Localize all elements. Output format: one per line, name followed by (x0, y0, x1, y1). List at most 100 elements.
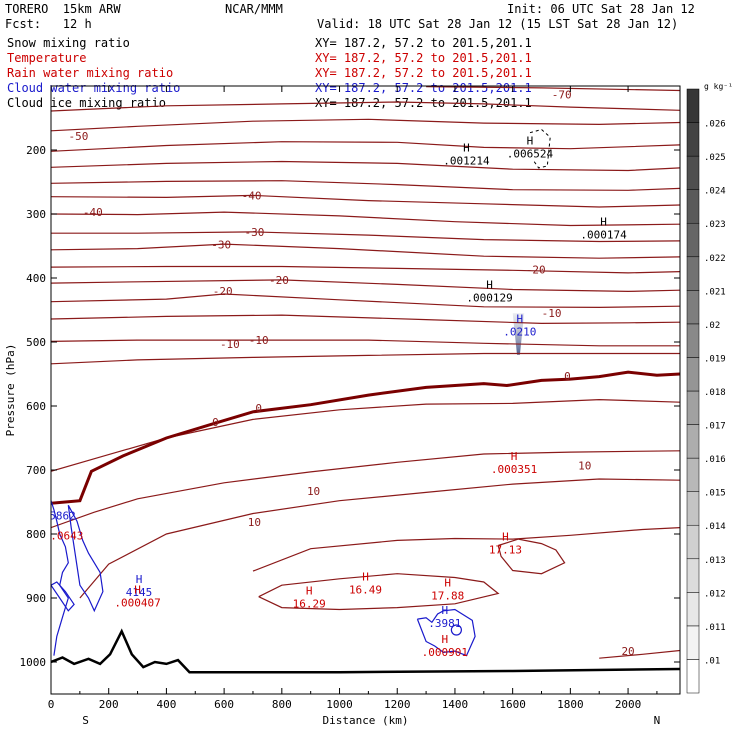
y-tick-label: 300 (26, 208, 46, 221)
colorbar-segment (686, 625, 700, 660)
isotherm-label: -40 (83, 206, 103, 219)
isotherm-label: -10 (220, 338, 240, 351)
field-xy-snow: XY= 187.2, 57.2 to 201.5,201.1 (315, 36, 532, 50)
colorbar-segment (686, 659, 700, 694)
colorbar-segment (686, 256, 700, 291)
x-tick-label: 1600 (499, 698, 526, 711)
maximum-value: .001214 (443, 154, 490, 167)
maximum-marker: H (502, 531, 509, 544)
isotherm (51, 265, 680, 274)
colorbar-tick-label: .022 (704, 254, 726, 264)
y-tick-label: 900 (26, 592, 46, 605)
colorbar-tick-label: .015 (704, 489, 726, 499)
colorbar-tick-label: .01 (704, 656, 720, 666)
colorbar-tick-label: .019 (704, 354, 726, 364)
terrain-surface (51, 628, 680, 674)
colorbar-segment (686, 491, 700, 526)
maximum-value: 5862 (49, 510, 76, 523)
isotherm (51, 279, 680, 293)
x-tick-label: 1800 (557, 698, 584, 711)
colorbar-segment (686, 88, 700, 123)
cloud-water-contour (416, 608, 476, 657)
maximum-marker: H (444, 577, 451, 590)
colorbar-segment (686, 558, 700, 593)
colorbar-tick-label: .017 (704, 422, 726, 432)
maximum-value: .006524 (507, 147, 554, 160)
colorbar-unit: g kg⁻¹ (704, 82, 733, 91)
isotherm-label: 10 (307, 485, 320, 498)
colorbar-tick-label: .013 (704, 556, 726, 566)
y-tick-label: 800 (26, 528, 46, 541)
colorbar-tick-label: .026 (704, 120, 726, 130)
isotherm-warm-cell (258, 573, 500, 611)
colorbar-segment (686, 290, 700, 325)
colorbar-segment (686, 424, 700, 459)
freezing-level-isotherm (51, 370, 680, 505)
isotherm-label: -30 (211, 239, 231, 252)
y-tick-label: 500 (26, 336, 46, 349)
isotherm (51, 141, 680, 152)
maximum-marker: H (486, 278, 493, 291)
isotherm (426, 86, 680, 92)
field-name-snow: Snow mixing ratio (7, 36, 130, 50)
colorbar-tick-label: .016 (704, 455, 726, 465)
y-tick-label: 400 (26, 272, 46, 285)
maximum-marker: H (463, 141, 470, 154)
plot-frame (50, 85, 681, 695)
colorbar-tick-label: .02 (704, 321, 720, 331)
maximum-marker: H (517, 312, 524, 325)
isotherm (51, 293, 680, 309)
isotherm (51, 180, 680, 191)
maximum-value: .3981 (428, 617, 461, 630)
y-axis-label: Pressure (hPa) (4, 344, 17, 437)
isotherm (252, 527, 680, 572)
isotherm-label: 0 (255, 402, 262, 415)
colorbar-tick-label: .023 (704, 220, 726, 230)
forecast-hour: Fcst: 12 h (5, 17, 92, 31)
x-tick-label: 2000 (615, 698, 642, 711)
colorbar-tick-label: .025 (704, 153, 726, 163)
field-name-temperature: Temperature (7, 51, 87, 65)
maximum-marker: H (136, 573, 143, 586)
isotherm-label: 10 (248, 516, 261, 529)
colorbar-segment (686, 457, 700, 492)
model-title: TORERO 15km ARW (5, 2, 121, 16)
isotherm-label: 0 (564, 370, 571, 383)
colorbar-tick-label: .021 (704, 287, 726, 297)
isotherm-warm-cell (497, 538, 566, 575)
cloud-water-contour-ring (450, 624, 462, 636)
x-tick-label: 800 (272, 698, 292, 711)
maximum-marker: H (134, 584, 141, 597)
isotherm (51, 352, 680, 365)
valid-time: Valid: 18 UTC Sat 28 Jan 12 (15 LST Sat … (317, 17, 679, 31)
maximum-marker: H (511, 450, 518, 463)
isotherm (51, 160, 680, 172)
isotherm-label: -20 (269, 274, 289, 287)
x-tick-label: 1200 (384, 698, 411, 711)
isotherm (79, 478, 680, 599)
y-tick-label: 1000 (20, 656, 47, 669)
isotherm (51, 101, 680, 112)
y-tick-label: 200 (26, 144, 46, 157)
colorbar-segment (686, 592, 700, 627)
x-tick-label: 1400 (442, 698, 469, 711)
colorbar-segment (686, 357, 700, 392)
isotherm-label: -20 (213, 285, 233, 298)
y-tick-label: 600 (26, 400, 46, 413)
maximum-marker: H (600, 216, 607, 229)
isotherm (599, 649, 680, 659)
colorbar-tick-label: .012 (704, 589, 726, 599)
field-xy-cloud-water: XY= 187.2, 57.2 to 201.5,201.1 (315, 81, 532, 95)
cloud-ice-shading (512, 313, 525, 355)
x-tick-label: 400 (156, 698, 176, 711)
cloud-ice-contour (529, 128, 551, 169)
isotherm (51, 398, 680, 472)
colorbar-tick-label: .011 (704, 623, 726, 633)
maximum-value: 4145 (126, 586, 153, 599)
colorbar-segment (686, 390, 700, 425)
isotherm-label: -70 (552, 88, 572, 101)
x-tick-label: 200 (99, 698, 119, 711)
maximum-value: .000407 (114, 597, 160, 610)
maximum-marker: H (306, 584, 313, 597)
